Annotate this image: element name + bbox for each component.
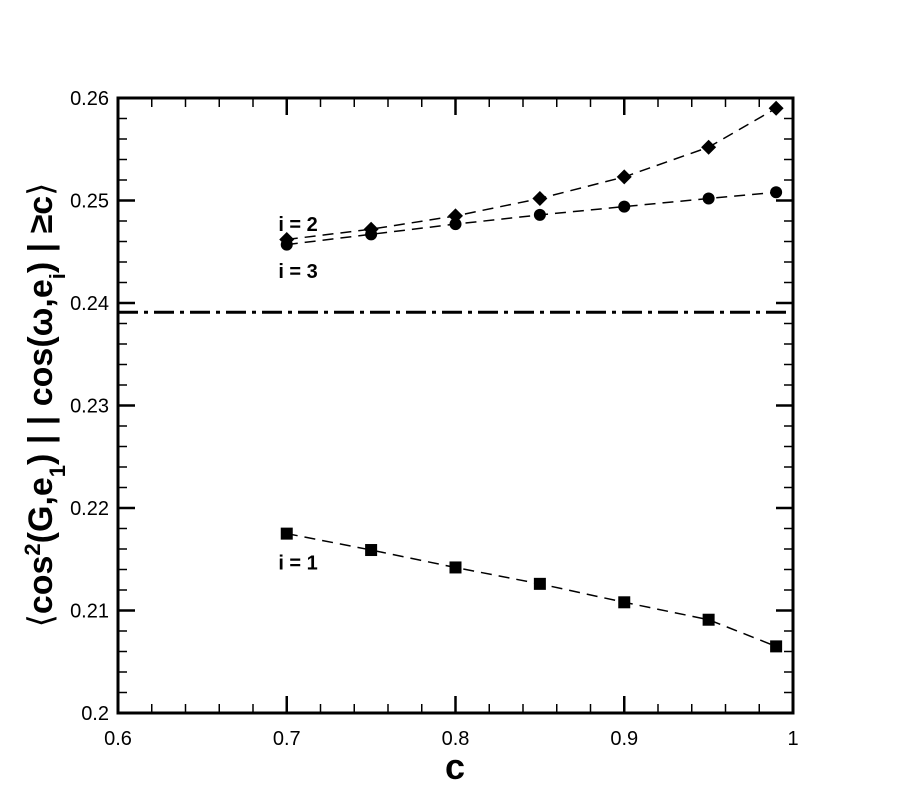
y-title-close: ⟩ <box>22 183 60 196</box>
major-ticks <box>116 96 795 715</box>
square-marker <box>280 527 293 540</box>
series-annotation: i = 1 <box>278 552 317 574</box>
y-tick-label: 0.23 <box>70 396 109 418</box>
x-tick-label: 0.9 <box>610 728 638 750</box>
circle-marker <box>533 208 546 221</box>
square-marker <box>533 577 546 590</box>
x-axis-title: c <box>445 746 465 787</box>
y-title-sup: 2 <box>20 543 45 555</box>
y-title-tail: ) | ≥c <box>22 196 60 273</box>
diamond-marker <box>701 139 717 155</box>
diamond-marker <box>616 169 632 185</box>
y-tick-label: 0.26 <box>70 88 109 110</box>
y-tick-label: 0.25 <box>70 191 109 213</box>
series-line <box>286 107 777 241</box>
diamond-marker <box>768 100 784 116</box>
annotations: i = 2 i = 3 i = 1 <box>278 214 317 574</box>
circle-marker <box>770 186 783 199</box>
square-marker <box>702 613 715 626</box>
x-tick-labels: 0.6 0.7 0.8 0.9 1 <box>104 728 798 750</box>
series-line <box>286 191 777 246</box>
minor-ticks <box>118 98 793 713</box>
square-marker <box>365 544 378 557</box>
x-tick-label: 1 <box>787 728 798 750</box>
square-marker <box>770 640 783 653</box>
y-title-open: ⟨ <box>22 614 60 627</box>
y-title-sub1: 1 <box>45 465 70 477</box>
y-title-rest: ) | | cos(ω,e <box>22 279 60 465</box>
circle-marker <box>449 218 462 231</box>
y-tick-label: 0.2 <box>81 703 109 725</box>
y-title-subi: i <box>45 273 70 279</box>
y-tick-label: 0.24 <box>70 293 109 315</box>
square-marker <box>618 596 631 609</box>
y-title-g: (G,e <box>22 477 60 543</box>
plot-frame <box>116 96 795 715</box>
x-tick-label: 0.7 <box>273 728 301 750</box>
series-markers <box>279 100 784 653</box>
y-tick-labels: 0.2 0.21 0.22 0.23 0.24 0.25 0.26 <box>70 88 109 725</box>
circle-marker <box>280 238 293 251</box>
circle-marker <box>365 228 378 241</box>
circle-marker <box>618 200 631 213</box>
series-annotation: i = 2 <box>278 214 317 236</box>
y-title-cos: cos <box>22 556 60 615</box>
diamond-marker <box>532 190 548 206</box>
y-tick-label: 0.22 <box>70 498 109 520</box>
series-line <box>286 532 777 648</box>
y-axis-title: ⟨cos2(G,e1) | | cos(ω,ei) | ≥c⟩ <box>20 183 70 628</box>
y-tick-label: 0.21 <box>70 601 109 623</box>
circle-marker <box>702 192 715 205</box>
x-tick-label: 0.8 <box>442 728 470 750</box>
square-marker <box>449 561 462 574</box>
series-lines <box>286 107 777 648</box>
series-annotation: i = 3 <box>278 261 317 283</box>
x-tick-label: 0.6 <box>104 728 132 750</box>
